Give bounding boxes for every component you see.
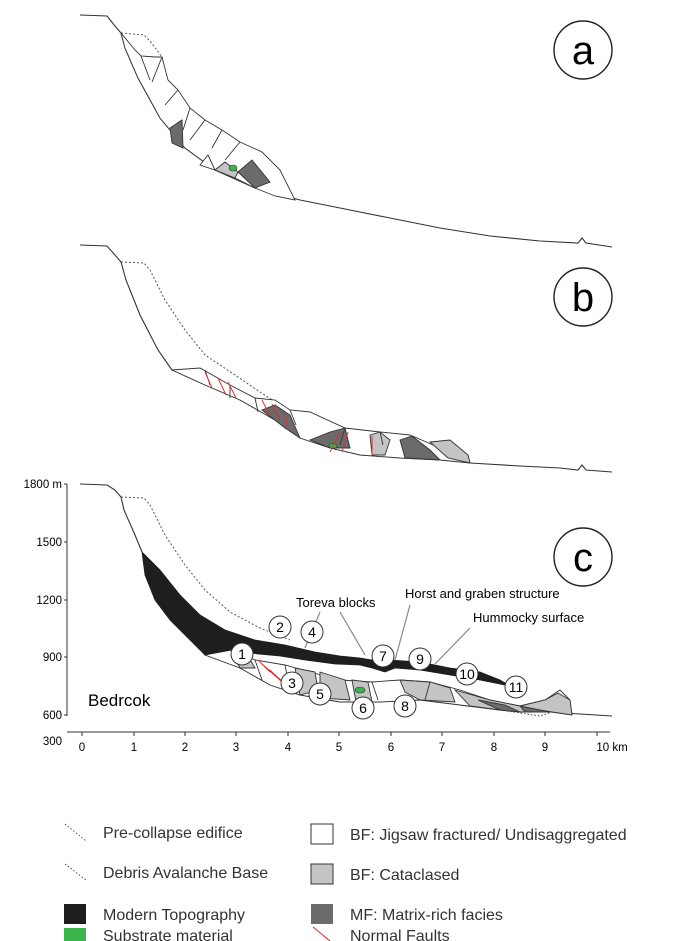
marker-8: 8 <box>393 694 417 718</box>
svg-text:9: 9 <box>416 651 424 667</box>
x-tick-label-10km: 10 km <box>596 742 627 754</box>
marker-11: 11 <box>504 675 528 699</box>
marker-7: 7 <box>371 644 395 668</box>
panel-c: 1800 m 1500 1200 900 600 300 0 1 2 3 4 5… <box>24 479 628 754</box>
x-tick-label-7: 7 <box>439 742 445 754</box>
y-tick-label-300: 300 <box>43 736 62 748</box>
y-tick-label-600: 600 <box>43 710 62 722</box>
y-tick-label-1800: 1800 m <box>24 479 62 491</box>
svg-text:1: 1 <box>238 646 246 662</box>
annotation-arrows <box>304 604 471 665</box>
panel-a-topography <box>79 14 613 248</box>
toreva-blocks-label: Toreva blocks <box>296 595 376 610</box>
x-tick-label-5: 5 <box>336 742 342 754</box>
panel-c-label-circle <box>553 527 613 587</box>
marker-10: 10 <box>455 662 479 686</box>
y-ticks <box>64 483 67 716</box>
panel-b-precollapse-line <box>120 261 281 406</box>
legend-bf-jigsaw: BF: Jigsaw fractured/ Undisaggregated <box>310 823 627 845</box>
x-tick-label-0: 0 <box>79 742 85 754</box>
legend-pre-collapse-symbol <box>64 823 87 842</box>
legend-bf-jigsaw-label: BF: Jigsaw fractured/ Undisaggregated <box>350 827 627 844</box>
x-tick-label-3: 3 <box>233 742 239 754</box>
legend-normal-faults-label: Normal Faults <box>350 928 450 941</box>
hummocky-surface-label: Hummocky surface <box>473 610 584 625</box>
panel-b-runout <box>469 462 613 473</box>
legend-bf-cataclased-label: BF: Cataclased <box>350 867 459 884</box>
panel-c-label: c <box>573 536 593 580</box>
y-tick-label-1500: 1500 <box>36 537 62 549</box>
legend-debris-base-symbol <box>64 863 87 881</box>
x-tick-label-2: 2 <box>182 742 188 754</box>
marker-3: 3 <box>280 671 304 695</box>
svg-text:7: 7 <box>379 648 387 664</box>
legend-debris-base-label: Debris Avalanche Base <box>103 865 268 882</box>
x-tick-label-1: 1 <box>131 742 137 754</box>
marker-6: 6 <box>351 696 375 720</box>
marker-4: 4 <box>300 620 324 644</box>
panel-a: a <box>79 14 613 248</box>
panel-a-deposit <box>120 32 296 201</box>
svg-text:4: 4 <box>308 624 316 640</box>
panel-b: b <box>79 244 613 473</box>
panel-a-substrate-patch <box>228 164 238 172</box>
panel-b-topography <box>79 244 173 371</box>
legend-modern-topography-swatch <box>64 904 86 924</box>
x-tick-label-9: 9 <box>542 742 548 754</box>
svg-text:8: 8 <box>401 698 409 714</box>
legend-substrate-swatch <box>64 928 86 941</box>
legend-pre-collapse-label: Pre-collapse edifice <box>103 825 243 842</box>
legend-mf-matrix-swatch <box>311 904 333 924</box>
panel-b-label: b <box>572 276 594 320</box>
marker-2: 2 <box>268 615 292 639</box>
x-ticks <box>81 732 598 736</box>
legend-normal-faults: Normal Faults <box>312 926 450 941</box>
panel-b-label-circle <box>553 267 613 327</box>
numbered-markers: 1 2 3 4 5 6 7 8 9 10 11 <box>230 615 528 720</box>
y-tick-label-900: 900 <box>43 652 62 664</box>
legend-substrate-label: Substrate material <box>103 928 233 941</box>
x-tick-label-6: 6 <box>388 742 394 754</box>
legend-modern-topography-label: Modern Topography <box>103 907 245 924</box>
svg-text:3: 3 <box>288 675 296 691</box>
legend-mf-matrix: MF: Matrix-rich facies <box>311 904 503 924</box>
svg-text:10: 10 <box>459 666 475 682</box>
panel-b-normal-faults <box>204 371 373 455</box>
legend-mf-matrix-label: MF: Matrix-rich facies <box>350 907 503 924</box>
legend-normal-faults-symbol <box>312 926 331 941</box>
x-tick-label-8: 8 <box>491 742 497 754</box>
panel-a-label-circle <box>553 20 613 80</box>
panel-c-modern-topography <box>141 550 511 687</box>
legend: Pre-collapse edifice Debris Avalanche Ba… <box>64 823 627 941</box>
y-tick-label-1200: 1200 <box>36 595 62 607</box>
panel-c-precollapse-line <box>120 496 291 641</box>
marker-9: 9 <box>408 647 432 671</box>
marker-5: 5 <box>308 682 332 706</box>
panel-c-summit-line <box>79 483 143 553</box>
panel-a-precollapse-line <box>120 32 163 58</box>
legend-bf-jigsaw-swatch <box>310 823 334 845</box>
bedrock-label: Bedrcok <box>88 691 151 710</box>
svg-text:2: 2 <box>276 619 284 635</box>
legend-pre-collapse: Pre-collapse edifice <box>64 823 243 842</box>
legend-bf-cataclased-swatch <box>310 863 334 885</box>
horst-graben-label: Horst and graben structure <box>405 586 560 601</box>
marker-1: 1 <box>230 642 254 666</box>
panel-a-label: a <box>572 29 595 73</box>
x-tick-label-4: 4 <box>285 742 292 754</box>
legend-substrate: Substrate material <box>64 928 233 941</box>
panel-c-substrate-patch <box>354 686 366 694</box>
panel-b-deposit <box>171 367 471 464</box>
legend-modern-topography: Modern Topography <box>64 904 245 924</box>
svg-text:5: 5 <box>316 686 324 702</box>
svg-text:11: 11 <box>509 679 524 695</box>
legend-debris-base: Debris Avalanche Base <box>64 863 268 882</box>
svg-text:6: 6 <box>359 700 367 716</box>
legend-bf-cataclased: BF: Cataclased <box>310 863 459 885</box>
